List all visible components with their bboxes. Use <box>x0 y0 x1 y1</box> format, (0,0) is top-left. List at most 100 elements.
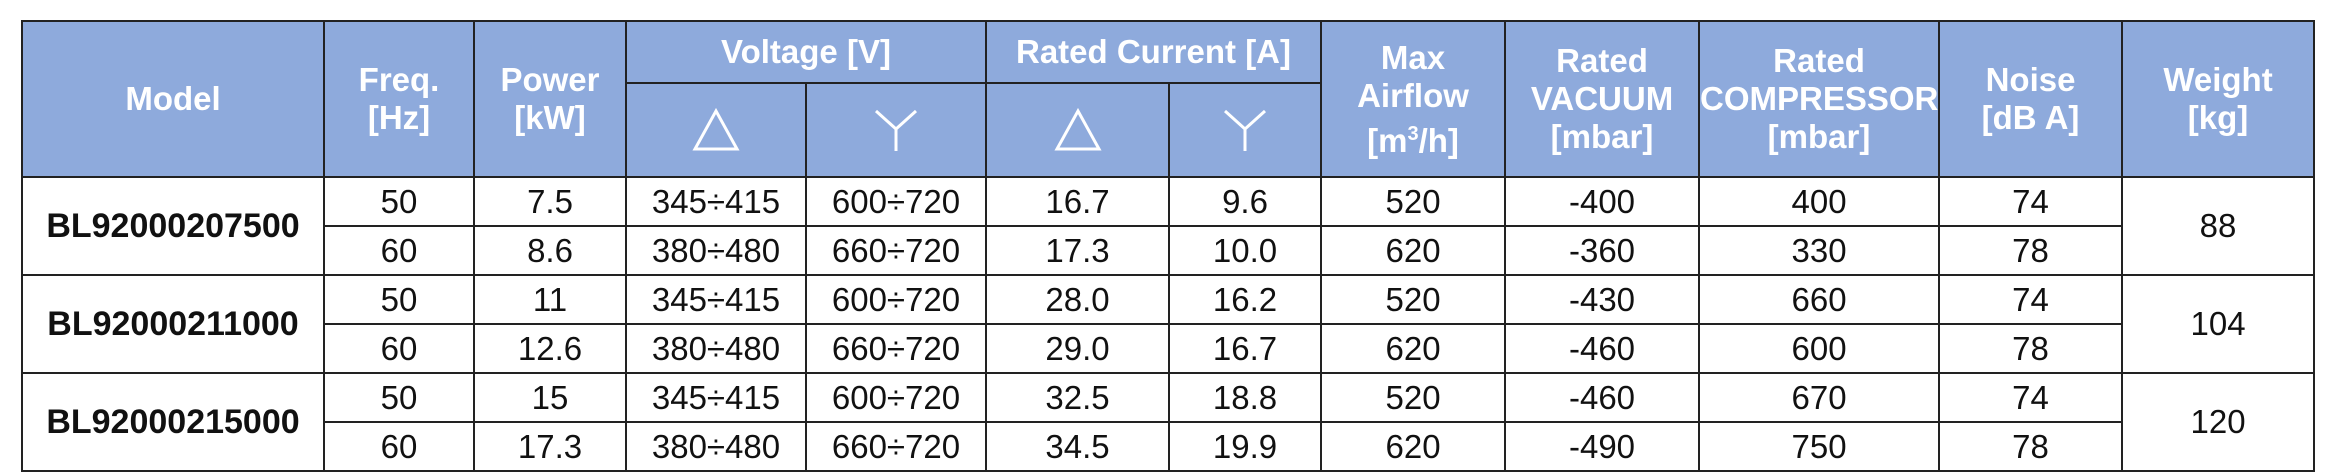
vacuum-cell: -460 <box>1504 372 1701 423</box>
airflow-cell: 520 <box>1320 176 1507 227</box>
header-power: Power [kW] <box>473 20 627 178</box>
vacuum-cell: -490 <box>1504 421 1701 472</box>
noise-cell: 78 <box>1938 225 2124 276</box>
power-cell: 7.5 <box>473 176 627 227</box>
header-voltage-delta <box>625 82 807 178</box>
airflow-cell: 620 <box>1320 323 1507 374</box>
current-delta-cell: 16.7 <box>985 176 1170 227</box>
header-vacuum-line1: Rated <box>1556 42 1648 79</box>
voltage-wye-cell: 600÷720 <box>805 372 987 423</box>
airflow-cell: 620 <box>1320 225 1507 276</box>
header-compressor-line2: COMPRESSOR <box>1700 80 1939 117</box>
voltage-delta-cell: 380÷480 <box>625 323 807 374</box>
power-cell: 8.6 <box>473 225 627 276</box>
header-current-delta <box>985 82 1170 178</box>
power-cell: 17.3 <box>473 421 627 472</box>
header-weight-line1: Weight <box>2163 61 2273 98</box>
freq-cell: 50 <box>323 176 475 227</box>
current-delta-cell: 29.0 <box>985 323 1170 374</box>
weight-cell: 88 <box>2121 176 2316 276</box>
delta-icon <box>1053 108 1102 151</box>
current-delta-cell: 34.5 <box>985 421 1170 472</box>
header-model: Model <box>21 20 325 178</box>
spec-table: Model Freq. [Hz] Power [kW] Voltage [V] … <box>21 20 2316 472</box>
weight-cell: 120 <box>2121 372 2316 472</box>
table-row: 60 17.3 380÷480 660÷720 34.5 19.9 620 -4… <box>22 421 2314 472</box>
current-wye-cell: 10.0 <box>1167 225 1323 276</box>
airflow-cell: 520 <box>1320 274 1507 325</box>
header-airflow-unit-a: [m <box>1367 121 1408 159</box>
compressor-cell: 400 <box>1698 176 1941 227</box>
airflow-cell: 520 <box>1320 372 1507 423</box>
table-row: 60 8.6 380÷480 660÷720 17.3 10.0 620 -36… <box>22 225 2314 276</box>
noise-cell: 74 <box>1938 274 2124 325</box>
voltage-wye-cell: 600÷720 <box>805 274 987 325</box>
header-compressor-line3: [mbar] <box>1767 118 1871 155</box>
header-airflow-line1: Max <box>1380 38 1446 76</box>
model-cell: BL92000215000 <box>21 372 325 472</box>
header-vacuum: Rated VACUUM [mbar] <box>1504 20 1701 178</box>
header-airflow: Max Airflow [m3/h] <box>1320 20 1507 178</box>
current-wye-cell: 19.9 <box>1167 421 1323 472</box>
power-cell: 12.6 <box>473 323 627 374</box>
header-weight-line2: [kg] <box>2187 99 2249 136</box>
wye-icon <box>874 109 918 151</box>
table-row: BL92000207500 50 7.5 345÷415 600÷720 16.… <box>21 176 2316 276</box>
voltage-wye-cell: 660÷720 <box>805 323 987 374</box>
compressor-cell: 750 <box>1698 421 1941 472</box>
freq-cell: 50 <box>323 274 475 325</box>
voltage-wye-cell: 660÷720 <box>805 421 987 472</box>
header-noise: Noise [dB A] <box>1938 20 2124 178</box>
compressor-cell: 670 <box>1698 372 1941 423</box>
table-header: Model Freq. [Hz] Power [kW] Voltage [V] … <box>21 20 2316 178</box>
header-freq-line1: Freq. <box>358 61 440 98</box>
header-power-line1: Power <box>500 61 600 98</box>
noise-cell: 74 <box>1938 372 2124 423</box>
current-delta-cell: 17.3 <box>985 225 1170 276</box>
noise-cell: 78 <box>1938 421 2124 472</box>
current-wye-cell: 9.6 <box>1167 176 1323 227</box>
header-weight: Weight [kg] <box>2121 20 2316 178</box>
table-row: BL92000211000 50 11 345÷415 600÷720 28.0… <box>21 274 2316 374</box>
voltage-wye-cell: 660÷720 <box>805 225 987 276</box>
voltage-wye-cell: 600÷720 <box>805 176 987 227</box>
compressor-cell: 660 <box>1698 274 1941 325</box>
current-wye-cell: 16.7 <box>1167 323 1323 374</box>
header-noise-line1: Noise <box>1985 61 2076 98</box>
power-cell: 11 <box>473 274 627 325</box>
voltage-delta-cell: 345÷415 <box>625 176 807 227</box>
compressor-cell: 330 <box>1698 225 1941 276</box>
vacuum-cell: -360 <box>1504 225 1701 276</box>
header-compressor-line1: Rated <box>1773 42 1865 79</box>
airflow-cell: 620 <box>1320 421 1507 472</box>
model-cell: BL92000207500 <box>21 176 325 276</box>
voltage-delta-cell: 380÷480 <box>625 225 807 276</box>
current-delta-cell: 32.5 <box>985 372 1170 423</box>
weight-cell: 104 <box>2121 274 2316 374</box>
table-body: BL92000207500 50 7.5 345÷415 600÷720 16.… <box>21 176 2316 472</box>
header-power-line2: [kW] <box>514 99 586 136</box>
current-wye-cell: 18.8 <box>1167 372 1323 423</box>
header-airflow-exponent: 3 <box>1407 122 1419 145</box>
header-freq: Freq. [Hz] <box>323 20 475 178</box>
delta-icon <box>692 108 740 151</box>
vacuum-cell: -430 <box>1504 274 1701 325</box>
header-current-wye <box>1167 82 1323 178</box>
header-voltage-wye <box>805 82 987 178</box>
header-voltage: Voltage [V] <box>625 20 987 84</box>
header-freq-line2: [Hz] <box>367 99 431 136</box>
model-cell: BL92000211000 <box>21 274 325 374</box>
header-compressor: Rated COMPRESSOR [mbar] <box>1698 20 1941 178</box>
power-cell: 15 <box>473 372 627 423</box>
wye-icon <box>1223 109 1267 151</box>
freq-cell: 60 <box>323 225 475 276</box>
noise-cell: 74 <box>1938 176 2124 227</box>
table-row: 60 12.6 380÷480 660÷720 29.0 16.7 620 -4… <box>22 323 2314 374</box>
freq-cell: 60 <box>323 421 475 472</box>
header-airflow-line2: Airflow <box>1357 76 1469 114</box>
current-wye-cell: 16.2 <box>1167 274 1323 325</box>
header-airflow-unit-b: /h] <box>1418 121 1459 159</box>
header-noise-line2: [dB A] <box>1981 99 2080 136</box>
noise-cell: 78 <box>1938 323 2124 374</box>
voltage-delta-cell: 380÷480 <box>625 421 807 472</box>
